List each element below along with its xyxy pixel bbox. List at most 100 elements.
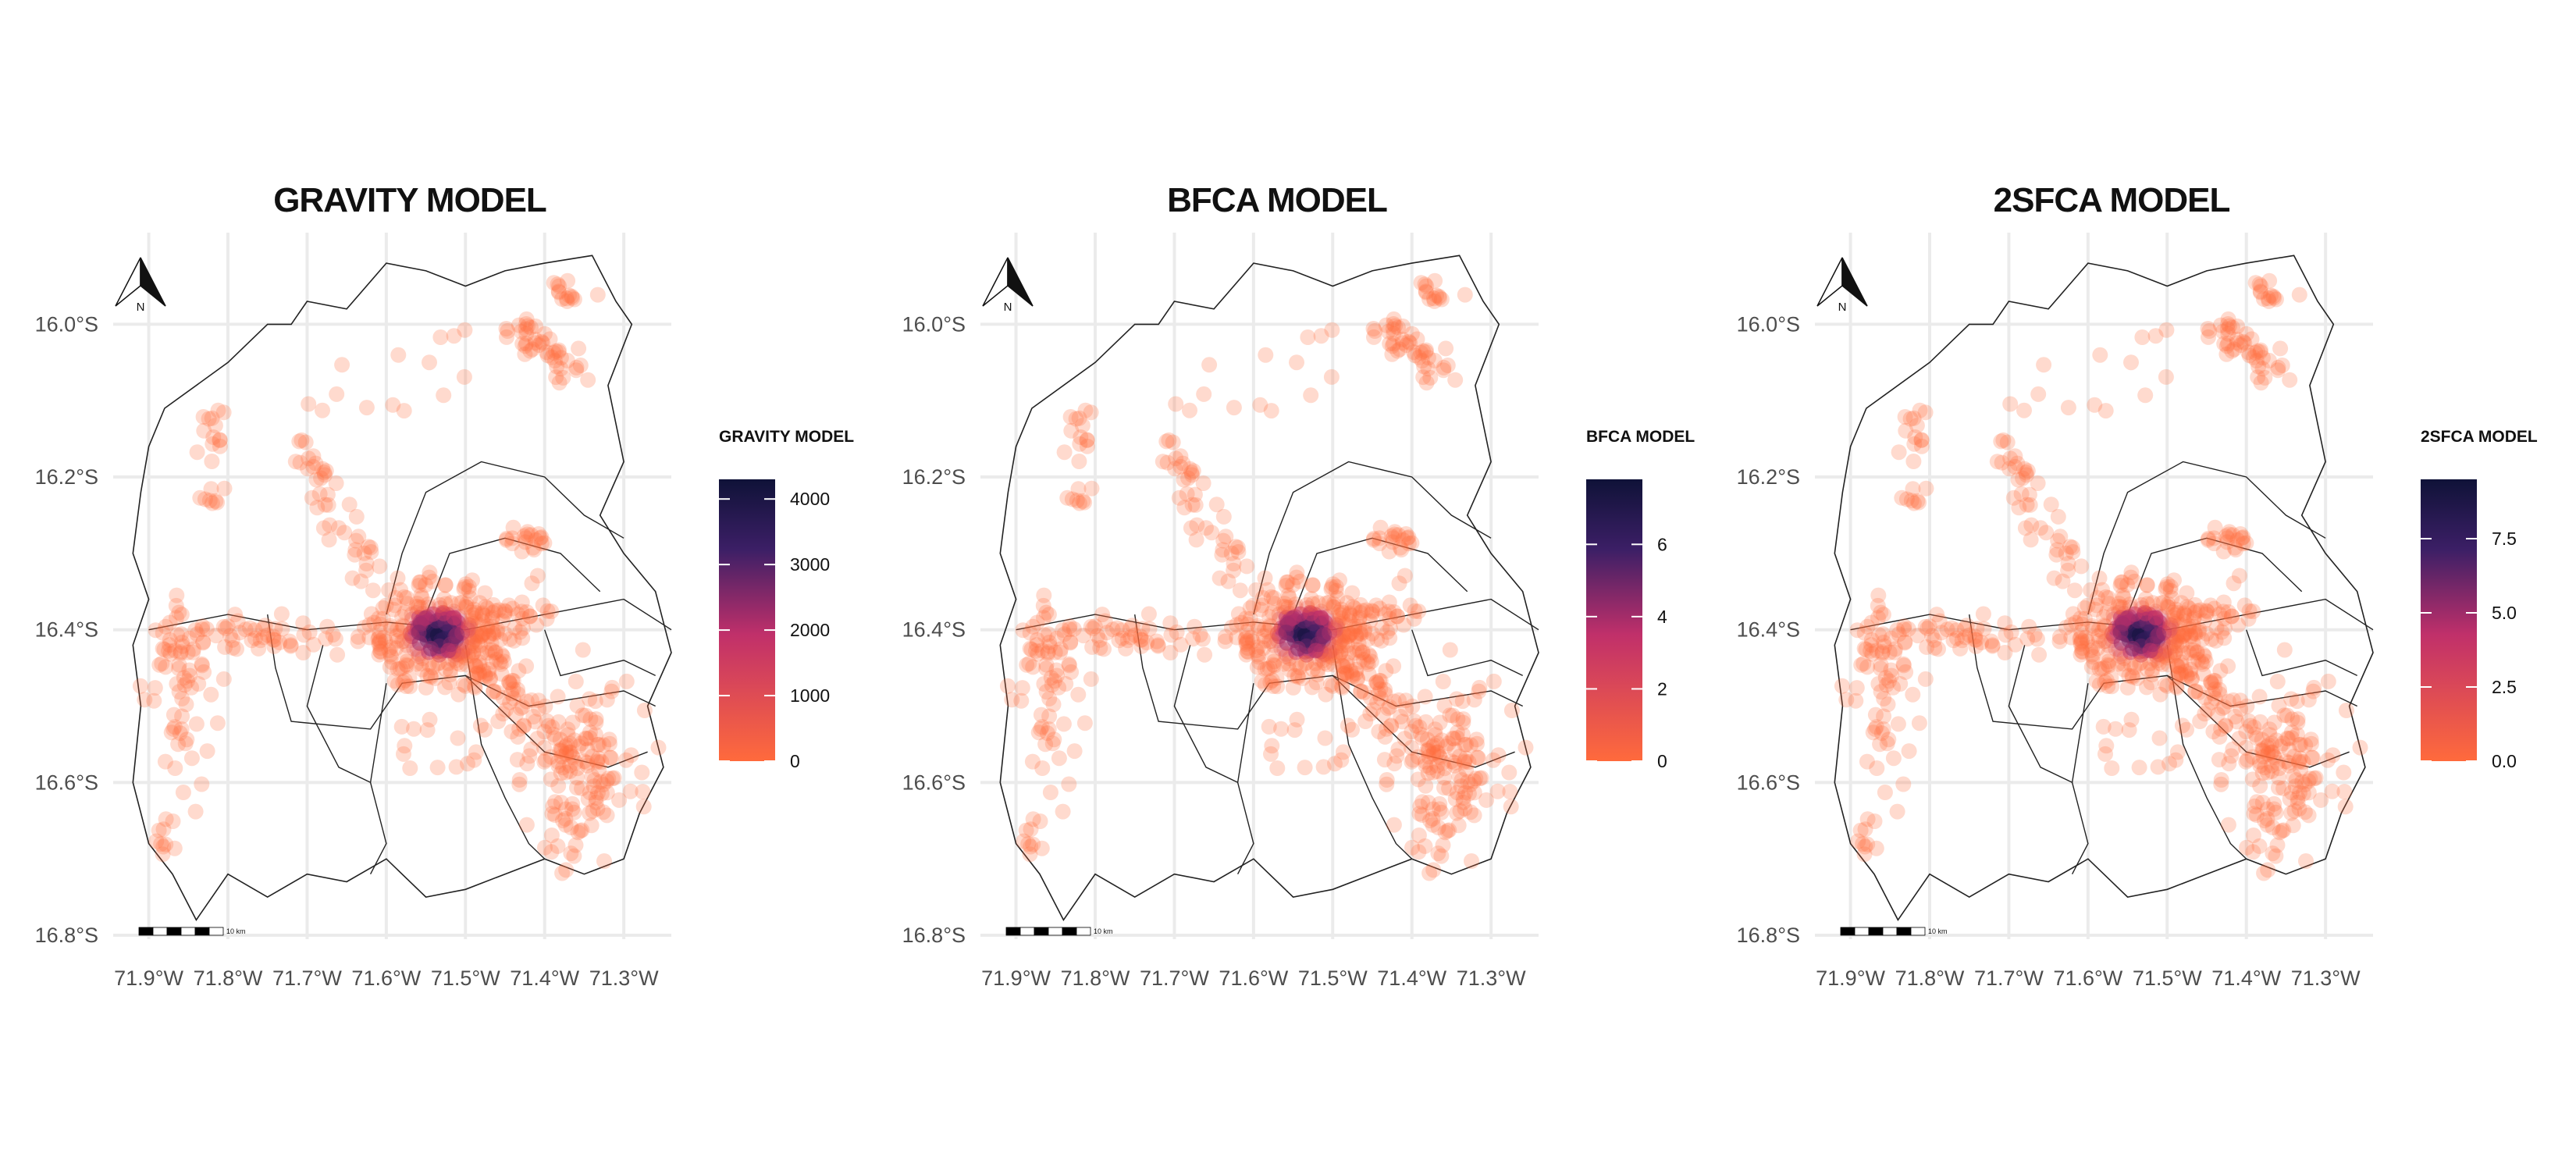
facility-point — [1046, 731, 1062, 748]
facility-point — [2221, 756, 2237, 772]
facility-point — [1308, 674, 1325, 691]
facility-point — [500, 597, 517, 614]
facility-point — [536, 739, 552, 756]
facility-point — [2239, 698, 2255, 714]
north-arrow-left — [1816, 257, 1843, 307]
facility-point — [2060, 562, 2076, 578]
facility-point — [158, 618, 174, 635]
facility-point — [574, 822, 590, 838]
facility-point — [1876, 690, 1892, 707]
facility-point — [469, 659, 486, 675]
facility-point — [471, 657, 488, 674]
facility-point — [1257, 661, 1273, 678]
facility-point — [2268, 732, 2284, 749]
facility-point — [2269, 674, 2286, 689]
facility-point — [1072, 436, 1088, 452]
facility-point — [1382, 336, 1398, 352]
facility-point — [515, 620, 531, 636]
facility-point — [2043, 497, 2059, 513]
facility-point — [1339, 654, 1355, 671]
facility-point — [481, 627, 497, 643]
facility-point — [1042, 785, 1059, 800]
facility-point — [2244, 749, 2261, 765]
facility-point — [513, 323, 529, 340]
facility-point — [363, 544, 379, 560]
facility-point — [2091, 661, 2108, 678]
facility-point — [1433, 804, 1450, 820]
facility-point — [1269, 678, 1286, 695]
x-tick-label: 71.3°W — [589, 966, 659, 990]
facility-point — [1896, 618, 1912, 635]
facility-point — [429, 760, 446, 776]
facility-point — [2225, 319, 2240, 336]
facility-point — [1303, 605, 1319, 621]
facility-point — [1340, 637, 1355, 653]
facility-point — [1055, 716, 1072, 732]
facility-point — [1068, 411, 1084, 427]
facility-point — [1062, 618, 1078, 635]
facility-point — [169, 627, 186, 643]
facility-point — [1366, 329, 1382, 345]
facility-point — [443, 662, 458, 678]
facility-point — [2104, 678, 2120, 695]
facility-point — [1256, 628, 1272, 644]
facility-point — [2305, 683, 2322, 699]
facility-point — [535, 335, 551, 351]
facility-point — [457, 576, 474, 593]
facility-point — [2122, 656, 2139, 672]
facility-point — [511, 721, 528, 737]
facility-point — [1397, 731, 1413, 747]
facility-point — [513, 700, 528, 717]
facility-point — [329, 386, 345, 402]
facility-point — [1227, 539, 1244, 555]
facility-point — [550, 838, 566, 854]
facility-point — [1997, 645, 2013, 660]
facility-point — [2255, 741, 2272, 757]
facility-point — [1398, 701, 1414, 717]
facility-point — [1957, 629, 1973, 646]
facility-point — [1905, 454, 1922, 469]
facility-point — [1071, 454, 1087, 469]
facility-point — [572, 358, 589, 373]
facility-point — [498, 702, 514, 718]
facility-point — [2211, 606, 2228, 622]
facility-point — [2189, 645, 2205, 661]
facility-point — [2156, 643, 2172, 660]
facility-point — [2137, 591, 2154, 607]
facility-point — [2283, 805, 2300, 821]
facility-point — [432, 596, 448, 613]
facility-point — [516, 717, 532, 734]
facility-point — [1250, 646, 1266, 663]
legend-tick-label: 0 — [1657, 751, 1667, 771]
facility-point — [1418, 714, 1434, 730]
facility-point — [2009, 455, 2026, 472]
facility-point — [432, 329, 449, 345]
facility-point — [465, 670, 482, 686]
facility-point — [2290, 711, 2306, 728]
facility-point — [2304, 735, 2319, 752]
facility-point — [1895, 656, 1912, 672]
facility-point — [1304, 577, 1321, 593]
x-tick-label: 71.6°W — [2053, 966, 2122, 990]
facility-point — [1975, 606, 1991, 622]
facility-point — [1857, 838, 1873, 855]
facility-point — [177, 735, 194, 752]
facility-point — [568, 359, 585, 376]
facility-point — [2238, 326, 2254, 342]
facility-point — [1249, 659, 1265, 675]
facility-point — [601, 731, 617, 748]
facility-point — [2292, 750, 2308, 767]
facility-point — [180, 644, 196, 660]
facility-point — [1873, 660, 1889, 677]
facility-point — [2174, 717, 2190, 734]
facility-point — [1263, 633, 1279, 649]
facility-point — [1077, 402, 1094, 418]
facility-point — [1417, 838, 1433, 854]
facility-point — [398, 678, 415, 694]
facility-point — [1292, 573, 1308, 589]
facility-point — [1421, 742, 1437, 759]
facility-point — [2033, 520, 2048, 536]
facility-point — [1150, 638, 1166, 654]
legend-tick-label: 4000 — [790, 489, 830, 509]
facility-point — [210, 402, 226, 418]
